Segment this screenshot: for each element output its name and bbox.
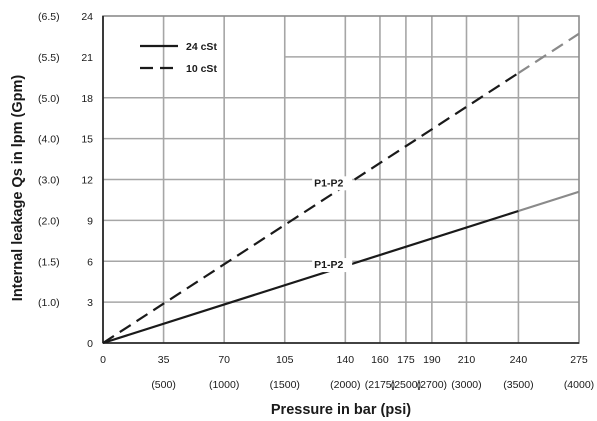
x-tick-label-psi: (2000) (330, 379, 360, 391)
x-tick-label-bar: 210 (458, 354, 476, 366)
series-line (102, 209, 519, 345)
x-tick-label-bar: 190 (423, 354, 441, 366)
y-tick-label-gpm: (4.0) (38, 134, 60, 146)
annotation-bg (312, 258, 353, 273)
y-tick-label-lpm: 0 (87, 338, 93, 350)
y-tick-label-lpm: 6 (87, 256, 93, 268)
x-tick-label-bar: 175 (397, 354, 415, 366)
y-tick-label-gpm: (1.0) (38, 297, 60, 309)
x-tick-label-bar: 275 (570, 354, 588, 366)
legend-label: 24 cSt (186, 41, 217, 53)
x-tick-label-bar: 35 (158, 354, 170, 366)
x-tick-label-bar: 105 (276, 354, 294, 366)
x-tick-label-bar: 160 (371, 354, 389, 366)
annotation-label: P1-P2 (314, 177, 343, 189)
legend: 24 cSt 10 cSt (140, 41, 217, 75)
annotation-label: P1-P2 (314, 259, 343, 271)
legend-label: 10 cSt (186, 63, 217, 75)
series-line-extrapolated (518, 190, 580, 213)
y-axis-ticks: 0 3 (1.0) 6 (1.5) 9 (2.0) 12 (3.0) 15 (4.0) 18 (5.0)… (38, 11, 93, 350)
annotations: P1-P2 P1-P2 (312, 176, 353, 273)
series-line (102, 72, 520, 344)
x-tick-label-psi: (4000) (564, 379, 594, 391)
y-tick-label-lpm: 15 (81, 134, 93, 146)
x-tick-label-psi: (500) (151, 379, 176, 391)
x-tick-label-psi: (1500) (270, 379, 300, 391)
x-tick-label-psi: (1000) (209, 379, 239, 391)
x-tick-label-psi: (2175) (365, 379, 395, 391)
y-tick-label-lpm: 18 (81, 93, 93, 105)
y-tick-label-gpm: (1.5) (38, 256, 60, 268)
y-tick-label-lpm: 12 (81, 175, 93, 187)
y-tick-label-gpm: (3.0) (38, 175, 60, 187)
x-tick-label-bar: 240 (510, 354, 528, 366)
x-tick-label-psi: (2700) (417, 379, 447, 391)
x-tick-label-bar: 140 (337, 354, 355, 366)
x-tick-label-psi: (3000) (451, 379, 481, 391)
y-tick-label-gpm: (2.0) (38, 215, 60, 227)
y-tick-label-gpm: (5.5) (38, 52, 60, 64)
y-tick-label-gpm: (6.5) (38, 11, 60, 23)
x-tick-label-psi: (3500) (503, 379, 533, 391)
annotation-bg (312, 176, 353, 191)
y-tick-label-lpm: 3 (87, 297, 93, 309)
x-tick-label-bar: 0 (100, 354, 106, 366)
x-axis-ticks: 0 35 (500) 70 (1000) 105 (1500) 140 (2000) 160 (21… (100, 354, 594, 391)
y-tick-label-lpm: 21 (81, 52, 93, 64)
x-axis-title: Pressure in bar (psi) (271, 402, 411, 418)
y-tick-label-lpm: 9 (87, 215, 93, 227)
y-tick-label-lpm: 24 (81, 11, 93, 23)
y-axis-title: Internal leakage Qs in lpm (Gpm) (10, 75, 26, 302)
x-tick-label-bar: 70 (218, 354, 230, 366)
y-tick-label-gpm: (5.0) (38, 93, 60, 105)
x-tick-label-psi: (2500) (391, 379, 421, 391)
data-series (102, 32, 580, 345)
series-line-extrapolated (517, 32, 580, 74)
